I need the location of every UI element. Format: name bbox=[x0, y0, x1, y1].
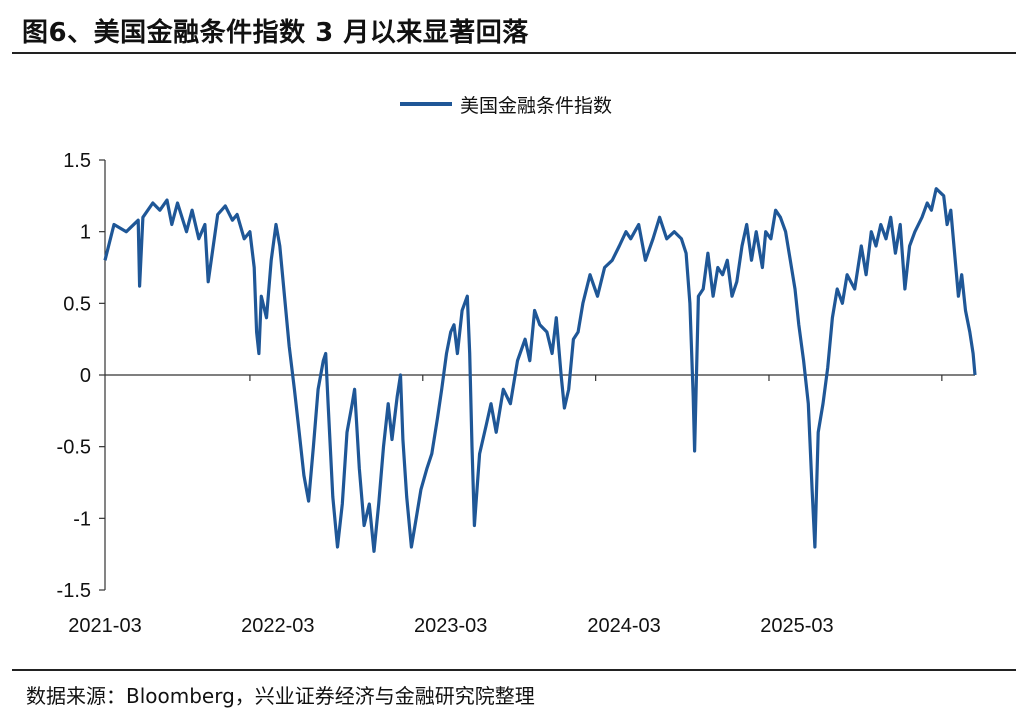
y-tick-label: 1.5 bbox=[63, 150, 91, 172]
x-tick-label: 2023-03 bbox=[414, 615, 487, 637]
x-tick-label: 2021-03 bbox=[68, 615, 141, 637]
x-tick-label: 2025-03 bbox=[760, 615, 833, 637]
x-tick-label: 2024-03 bbox=[587, 615, 660, 637]
legend-label: 美国金融条件指数 bbox=[460, 95, 612, 117]
series-layer bbox=[103, 187, 977, 553]
y-tick-label: 0.5 bbox=[63, 293, 91, 315]
axes: 1.5 1 0.5 0 -0.5 -1 -1.5 2021-03 2022-03 2023-03 2… bbox=[57, 150, 975, 637]
footer-rule bbox=[12, 669, 1016, 671]
title-rule bbox=[12, 52, 1016, 54]
y-tick-label: -0.5 bbox=[57, 437, 91, 459]
y-tick-label: 1 bbox=[80, 222, 91, 244]
y-tick-label: -1 bbox=[73, 508, 91, 530]
source-note: 数据来源：Bloomberg，兴业证券经济与金融研究院整理 bbox=[26, 684, 535, 708]
y-tick-label: 0 bbox=[80, 365, 91, 387]
legend: 美国金融条件指数 bbox=[400, 95, 612, 117]
y-tick-label: -1.5 bbox=[57, 580, 91, 602]
series-line bbox=[103, 187, 977, 553]
chart-title: 图6、美国金融条件指数 3 月以来显著回落 bbox=[22, 18, 529, 48]
x-tick-label: 2022-03 bbox=[241, 615, 314, 637]
